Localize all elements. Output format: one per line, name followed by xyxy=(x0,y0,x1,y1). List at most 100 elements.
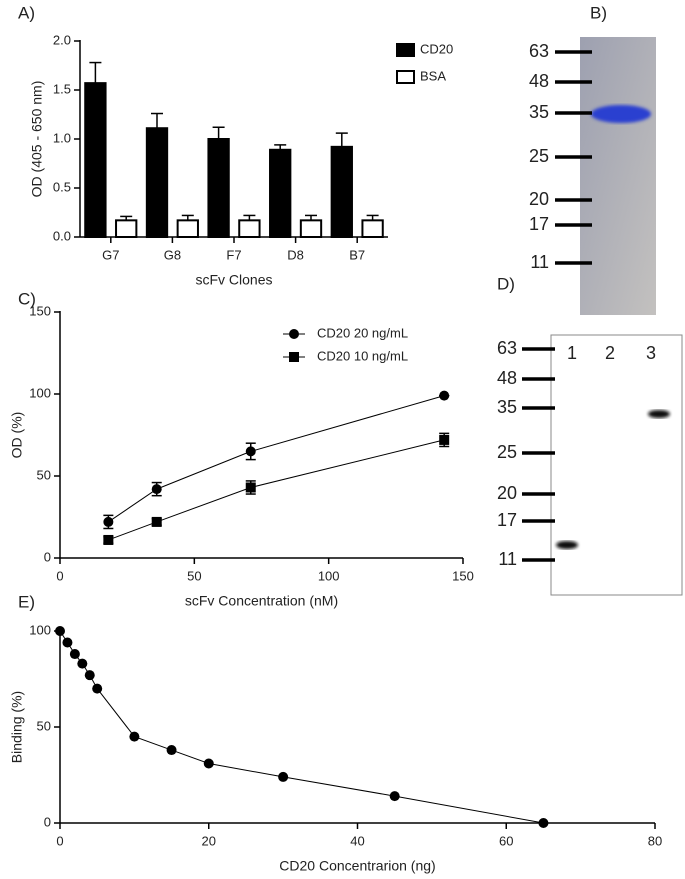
bar xyxy=(269,148,292,238)
panel-label: B) xyxy=(590,3,607,22)
y-tick-label: 50 xyxy=(37,718,51,733)
marker xyxy=(245,446,256,457)
x-tick-label: 0 xyxy=(56,833,63,848)
marker xyxy=(166,745,177,756)
bar xyxy=(145,127,169,238)
x-tick-label: 80 xyxy=(648,833,662,848)
marker xyxy=(62,637,73,648)
marker xyxy=(203,758,214,769)
legend-label: BSA xyxy=(420,68,446,83)
ladder-label: 35 xyxy=(497,397,517,417)
panel-label: A) xyxy=(18,3,35,22)
series-line xyxy=(108,395,445,523)
y-tick-label: 0.0 xyxy=(53,228,71,243)
marker xyxy=(129,731,140,742)
x-tick-label: 60 xyxy=(499,833,513,848)
series-line xyxy=(59,630,544,824)
bar xyxy=(115,219,138,238)
ladder-label: 17 xyxy=(497,510,517,530)
marker xyxy=(103,516,114,527)
blot-frame xyxy=(550,334,683,596)
x-tick-label: G7 xyxy=(102,247,119,262)
y-tick-label: 0 xyxy=(44,814,51,829)
y-tick-label: 50 xyxy=(37,467,51,482)
marker xyxy=(289,329,299,339)
bar xyxy=(84,82,107,238)
x-tick-label: D8 xyxy=(287,247,304,262)
x-tick-label: 100 xyxy=(318,568,340,583)
marker xyxy=(69,649,80,660)
ladder-label: 48 xyxy=(497,368,517,388)
panel-label: E) xyxy=(18,592,35,611)
x-axis-label: scFv Concentration (nM) xyxy=(185,593,338,609)
y-tick-label: 0 xyxy=(44,549,51,564)
band xyxy=(556,541,578,549)
marker xyxy=(278,771,289,782)
gel-b xyxy=(580,37,656,315)
x-tick-label: 50 xyxy=(187,568,201,583)
band xyxy=(648,410,670,418)
ladder-label: 63 xyxy=(497,338,517,358)
bar xyxy=(238,219,261,238)
series-line xyxy=(108,439,445,541)
ladder-label: 63 xyxy=(529,41,549,61)
marker xyxy=(289,352,299,362)
bar xyxy=(299,219,323,238)
marker xyxy=(77,658,88,669)
y-tick-label: 1.0 xyxy=(53,130,71,145)
y-tick-label: 1.5 xyxy=(53,81,71,96)
y-tick-label: 2.0 xyxy=(53,32,71,47)
y-tick-label: 150 xyxy=(29,303,51,318)
panel-label: C) xyxy=(18,289,36,308)
ladder-label: 11 xyxy=(498,549,517,569)
marker xyxy=(439,434,450,445)
ladder-label: 25 xyxy=(529,146,549,166)
x-tick-label: B7 xyxy=(349,247,365,262)
x-tick-label: 0 xyxy=(56,568,63,583)
legend-label: CD20 10 ng/mL xyxy=(317,348,408,363)
legend-label: CD20 20 ng/mL xyxy=(317,325,408,340)
y-axis-label: OD (%) xyxy=(9,412,25,459)
ladder-label: 17 xyxy=(529,214,549,234)
marker xyxy=(538,818,549,828)
marker xyxy=(151,484,162,495)
x-tick-label: G8 xyxy=(164,247,181,262)
y-axis-label: Binding (%) xyxy=(9,691,25,763)
x-tick-label: F7 xyxy=(226,247,241,262)
ladder-label: 20 xyxy=(529,189,549,209)
x-tick-label: 40 xyxy=(350,833,364,848)
band xyxy=(591,105,651,123)
bar xyxy=(361,219,384,238)
lane-label: 2 xyxy=(605,343,615,363)
bar xyxy=(176,219,199,238)
legend-label: CD20 xyxy=(420,41,453,56)
marker xyxy=(92,683,103,694)
ladder-label: 11 xyxy=(530,252,549,272)
y-tick-label: 100 xyxy=(29,622,51,637)
x-tick-label: 150 xyxy=(452,568,474,583)
marker xyxy=(151,516,162,527)
ladder-label: 25 xyxy=(497,442,517,462)
bar xyxy=(207,138,230,238)
ladder-label: 35 xyxy=(529,102,549,122)
y-tick-label: 0.5 xyxy=(53,179,71,194)
x-axis-label: CD20 Concentrarion (ng) xyxy=(279,858,435,874)
marker xyxy=(389,791,400,802)
legend-swatch xyxy=(396,70,415,84)
marker xyxy=(439,390,450,401)
marker xyxy=(103,534,114,545)
x-tick-label: 20 xyxy=(202,833,216,848)
lane-label: 3 xyxy=(646,343,656,363)
bar xyxy=(330,145,353,238)
y-axis-label: OD (405 - 650 nm) xyxy=(29,81,45,198)
panel-label: D) xyxy=(497,274,515,293)
legend-swatch xyxy=(396,43,415,57)
lane-label: 1 xyxy=(567,343,577,363)
y-tick-label: 100 xyxy=(29,385,51,400)
gel-d xyxy=(550,334,683,596)
x-axis-label: scFv Clones xyxy=(195,272,272,288)
marker xyxy=(55,626,65,636)
ladder-label: 48 xyxy=(529,71,549,91)
ladder-label: 20 xyxy=(497,483,517,503)
